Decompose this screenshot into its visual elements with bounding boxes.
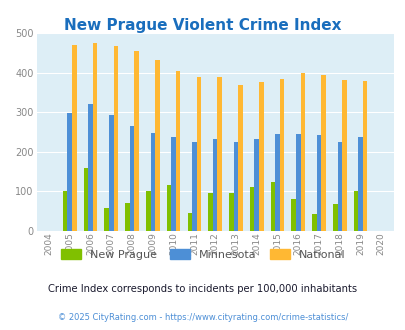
Bar xyxy=(337,142,341,231)
Bar xyxy=(258,82,263,231)
Bar xyxy=(270,182,275,231)
Bar xyxy=(104,208,109,231)
Bar xyxy=(166,185,171,231)
Bar xyxy=(233,142,238,231)
Bar xyxy=(275,134,279,231)
Bar xyxy=(332,205,337,231)
Bar xyxy=(187,213,192,231)
Bar xyxy=(88,104,93,231)
Bar xyxy=(295,134,300,231)
Bar xyxy=(134,51,139,231)
Bar xyxy=(300,73,305,231)
Bar xyxy=(320,75,325,231)
Bar xyxy=(125,203,130,231)
Bar xyxy=(208,193,212,231)
Bar xyxy=(291,199,295,231)
Bar xyxy=(254,139,258,231)
Bar xyxy=(113,46,118,231)
Bar xyxy=(341,80,346,231)
Bar xyxy=(72,45,77,231)
Bar xyxy=(67,113,72,231)
Bar xyxy=(279,79,283,231)
Bar xyxy=(83,168,88,231)
Bar xyxy=(358,137,362,231)
Bar xyxy=(212,139,217,231)
Text: © 2025 CityRating.com - https://www.cityrating.com/crime-statistics/: © 2025 CityRating.com - https://www.city… xyxy=(58,313,347,322)
Text: Crime Index corresponds to incidents per 100,000 inhabitants: Crime Index corresponds to incidents per… xyxy=(48,284,357,294)
Text: New Prague Violent Crime Index: New Prague Violent Crime Index xyxy=(64,18,341,33)
Bar xyxy=(109,115,113,231)
Bar xyxy=(228,193,233,231)
Bar xyxy=(353,191,358,231)
Bar xyxy=(196,77,201,231)
Bar xyxy=(155,60,159,231)
Bar xyxy=(175,71,180,231)
Bar xyxy=(316,135,320,231)
Bar xyxy=(311,214,316,231)
Bar xyxy=(130,126,134,231)
Bar xyxy=(217,77,222,231)
Legend: New Prague, Minnesota, National: New Prague, Minnesota, National xyxy=(61,249,344,260)
Bar xyxy=(93,43,97,231)
Bar xyxy=(249,187,254,231)
Bar xyxy=(238,85,242,231)
Bar xyxy=(150,133,155,231)
Bar xyxy=(171,137,175,231)
Bar xyxy=(63,191,67,231)
Bar xyxy=(192,142,196,231)
Bar xyxy=(362,81,367,231)
Bar xyxy=(146,191,150,231)
